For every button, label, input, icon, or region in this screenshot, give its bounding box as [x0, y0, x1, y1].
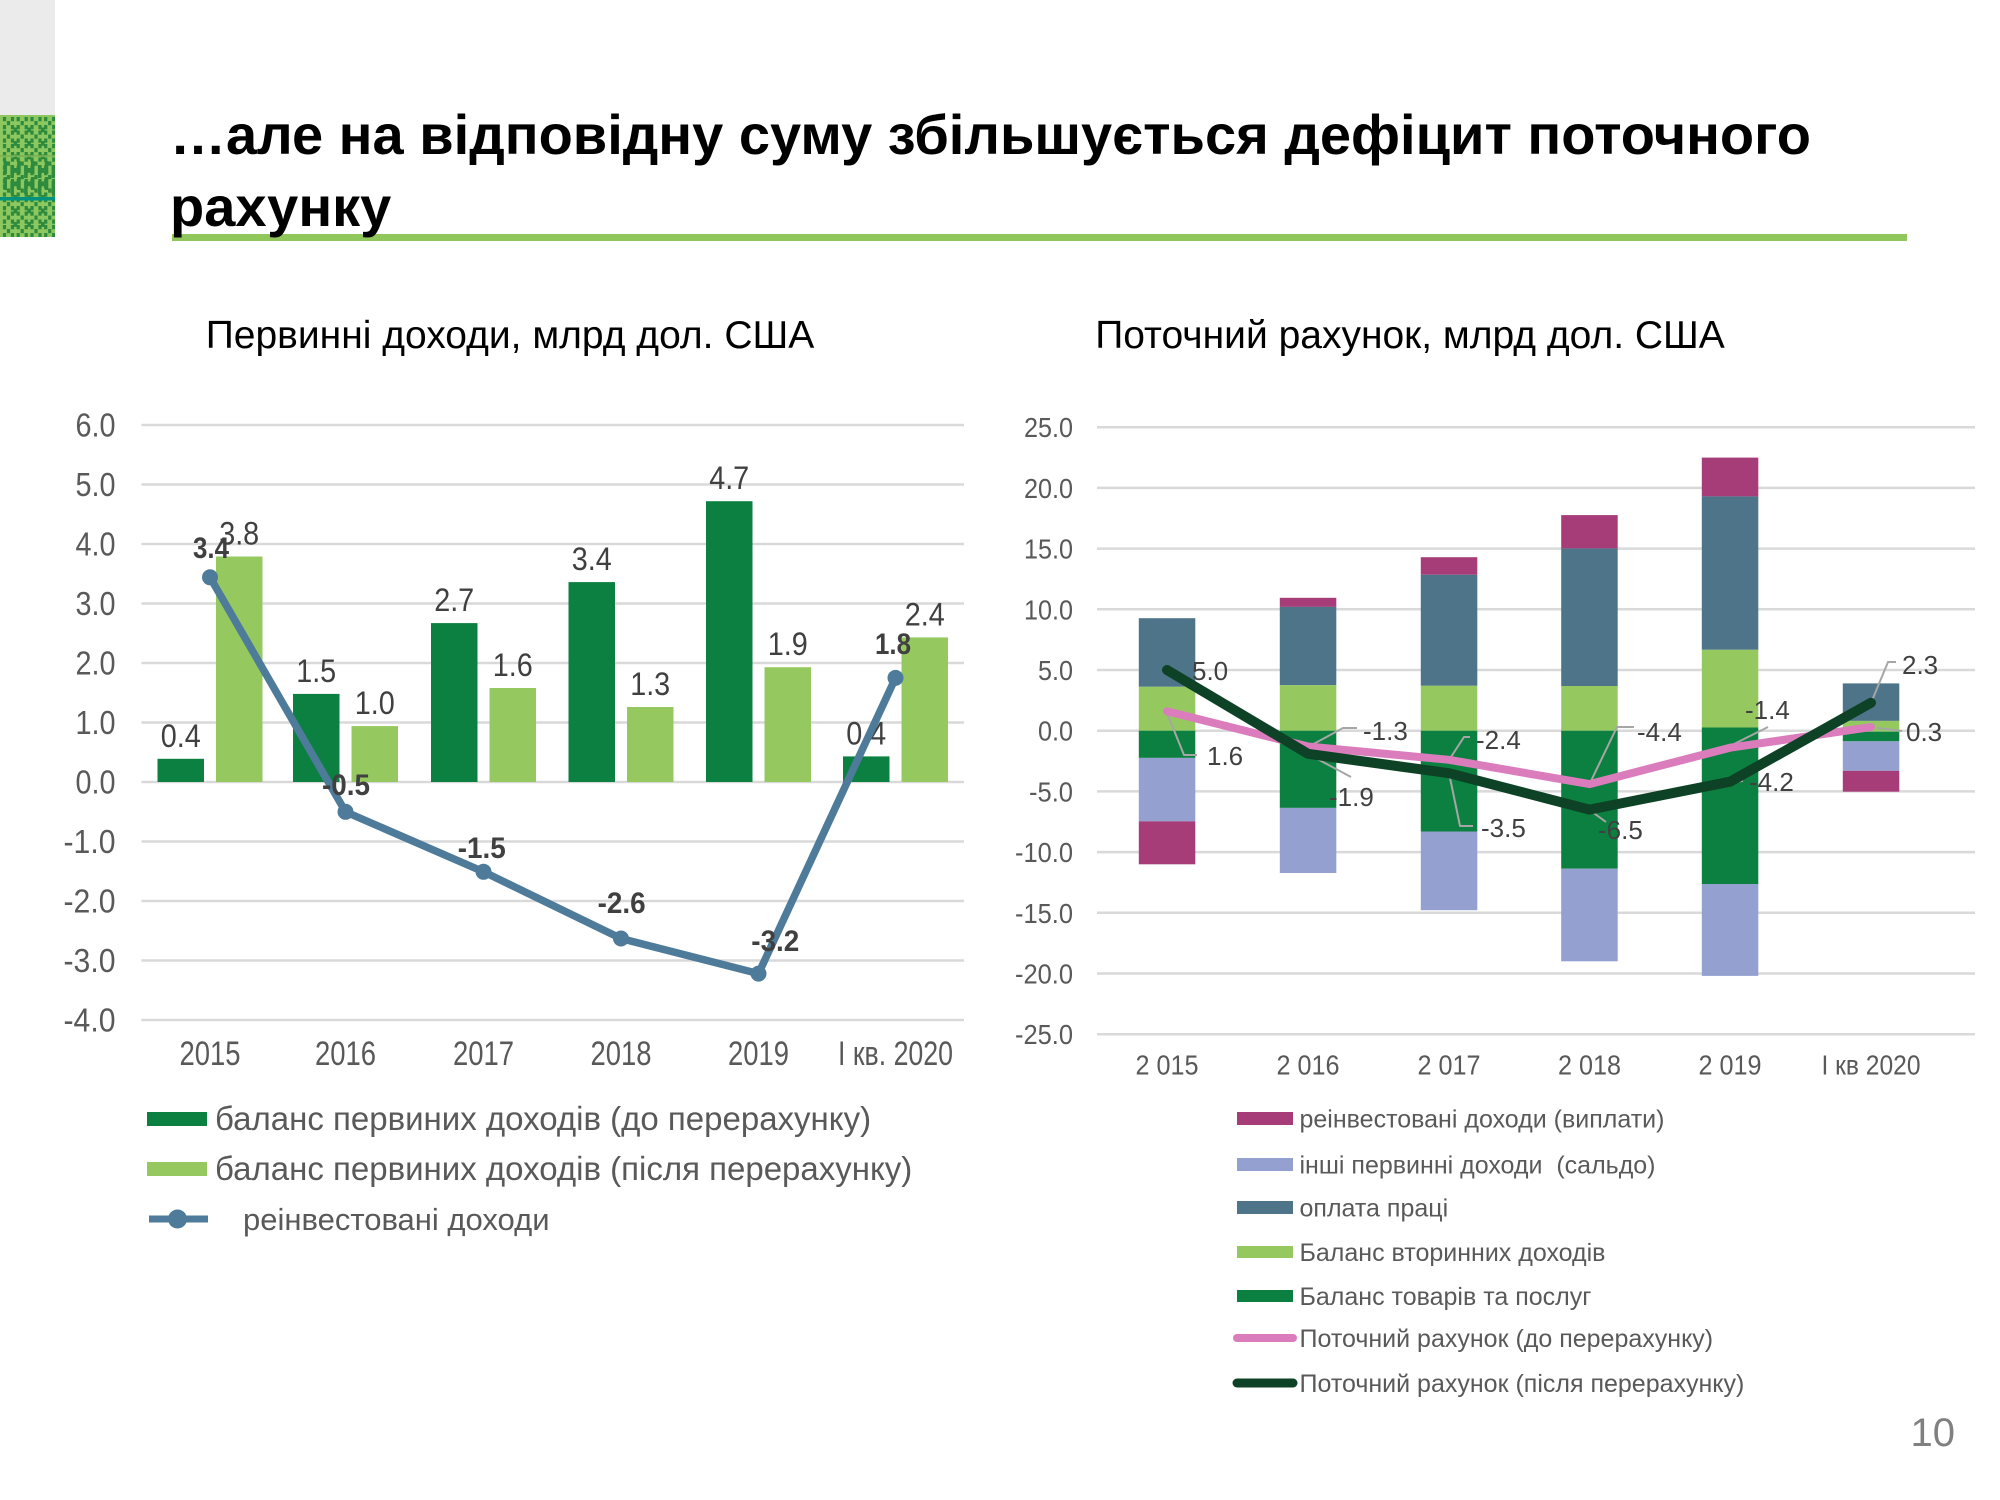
- svg-text:2.7: 2.7: [434, 582, 474, 618]
- svg-text:10.0: 10.0: [1024, 594, 1073, 625]
- svg-text:1.3: 1.3: [630, 666, 670, 702]
- svg-text:-1.3: -1.3: [1363, 716, 1408, 746]
- svg-text:2.3: 2.3: [1902, 650, 1938, 680]
- svg-text:1.0: 1.0: [76, 704, 116, 741]
- svg-text:0.3: 0.3: [1906, 717, 1942, 747]
- svg-text:І кв. 2020: І кв. 2020: [838, 1035, 953, 1073]
- svg-text:2 019: 2 019: [1699, 1050, 1762, 1081]
- svg-text:2 018: 2 018: [1558, 1050, 1621, 1081]
- svg-text:-2.6: -2.6: [598, 887, 646, 920]
- svg-text:Баланс вторинних доходів: Баланс вторинних доходів: [1300, 1239, 1606, 1267]
- svg-text:-25.0: -25.0: [1015, 1019, 1073, 1050]
- svg-text:1.6: 1.6: [1207, 741, 1243, 771]
- svg-text:-3.0: -3.0: [64, 942, 116, 979]
- svg-text:1.8: 1.8: [875, 628, 911, 661]
- svg-text:2 016: 2 016: [1277, 1050, 1340, 1081]
- svg-text:2017: 2017: [453, 1035, 514, 1073]
- svg-text:-1.5: -1.5: [458, 832, 506, 865]
- svg-text:1.9: 1.9: [768, 626, 808, 662]
- svg-text:І кв 2020: І кв 2020: [1822, 1050, 1921, 1081]
- svg-text:5.0: 5.0: [76, 466, 116, 503]
- svg-text:2.4: 2.4: [905, 596, 945, 632]
- svg-text:баланс первиних доходів (після: баланс первиних доходів (після перерахун…: [215, 1150, 912, 1187]
- svg-text:0.0: 0.0: [1038, 716, 1073, 747]
- svg-text:2 015: 2 015: [1136, 1050, 1199, 1081]
- svg-text:3.4: 3.4: [572, 541, 612, 577]
- svg-text:1.5: 1.5: [296, 653, 336, 689]
- svg-text:-1.4: -1.4: [1745, 695, 1790, 725]
- svg-text:3.4: 3.4: [193, 532, 229, 565]
- svg-text:-20.0: -20.0: [1015, 959, 1073, 990]
- svg-text:1.0: 1.0: [355, 685, 395, 721]
- svg-text:Баланс товарів та послуг: Баланс товарів та послуг: [1300, 1283, 1592, 1311]
- svg-text:-2.4: -2.4: [1476, 725, 1521, 755]
- svg-text:1.6: 1.6: [493, 647, 533, 683]
- svg-text:-1.0: -1.0: [64, 823, 116, 860]
- svg-text:25.0: 25.0: [1024, 412, 1073, 443]
- svg-text:-1.9: -1.9: [1329, 782, 1374, 812]
- svg-text:5.0: 5.0: [1192, 656, 1228, 686]
- svg-text:6.0: 6.0: [76, 407, 116, 444]
- svg-text:реінвестовані доходи (виплати): реінвестовані доходи (виплати): [1300, 1106, 1665, 1134]
- svg-text:2015: 2015: [180, 1035, 241, 1073]
- svg-text:Поточний рахунок (до перерахун: Поточний рахунок (до перерахунку): [1300, 1325, 1714, 1353]
- svg-text:-4.0: -4.0: [64, 1002, 116, 1039]
- svg-text:-4.2: -4.2: [1749, 767, 1794, 797]
- svg-text:0.0: 0.0: [76, 764, 116, 801]
- svg-text:-3.5: -3.5: [1481, 813, 1526, 843]
- svg-text:5.0: 5.0: [1038, 655, 1073, 686]
- svg-text:3.0: 3.0: [76, 585, 116, 622]
- svg-text:15.0: 15.0: [1024, 534, 1073, 565]
- svg-text:інші первинні доходи (сальдо): інші первинні доходи (сальдо): [1300, 1152, 1656, 1180]
- svg-text:4.7: 4.7: [709, 460, 749, 496]
- svg-text:оплата праці: оплата праці: [1300, 1195, 1449, 1223]
- svg-text:0.4: 0.4: [161, 718, 201, 754]
- svg-text:2018: 2018: [591, 1035, 652, 1073]
- svg-text:Поточний рахунок (після перера: Поточний рахунок (після перерахунку): [1300, 1370, 1745, 1398]
- svg-text:-2.0: -2.0: [64, 883, 116, 920]
- svg-text:-3.2: -3.2: [751, 925, 799, 958]
- svg-text:2.0: 2.0: [76, 645, 116, 682]
- svg-text:реінвестовані доходи: реінвестовані доходи: [243, 1202, 550, 1237]
- svg-text:-0.5: -0.5: [322, 769, 370, 802]
- svg-text:-10.0: -10.0: [1015, 837, 1073, 868]
- svg-text:-6.5: -6.5: [1598, 815, 1643, 845]
- svg-text:-4.4: -4.4: [1637, 717, 1682, 747]
- svg-text:20.0: 20.0: [1024, 473, 1073, 504]
- svg-text:-5.0: -5.0: [1029, 776, 1073, 807]
- svg-text:баланс первиних доходів (до пе: баланс первиних доходів (до перерахунку): [215, 1100, 871, 1137]
- svg-text:-15.0: -15.0: [1015, 898, 1073, 929]
- svg-text:4.0: 4.0: [76, 526, 116, 563]
- svg-text:3.8: 3.8: [219, 516, 259, 552]
- svg-text:2016: 2016: [315, 1035, 376, 1073]
- svg-text:2 017: 2 017: [1418, 1050, 1481, 1081]
- svg-text:2019: 2019: [728, 1035, 789, 1073]
